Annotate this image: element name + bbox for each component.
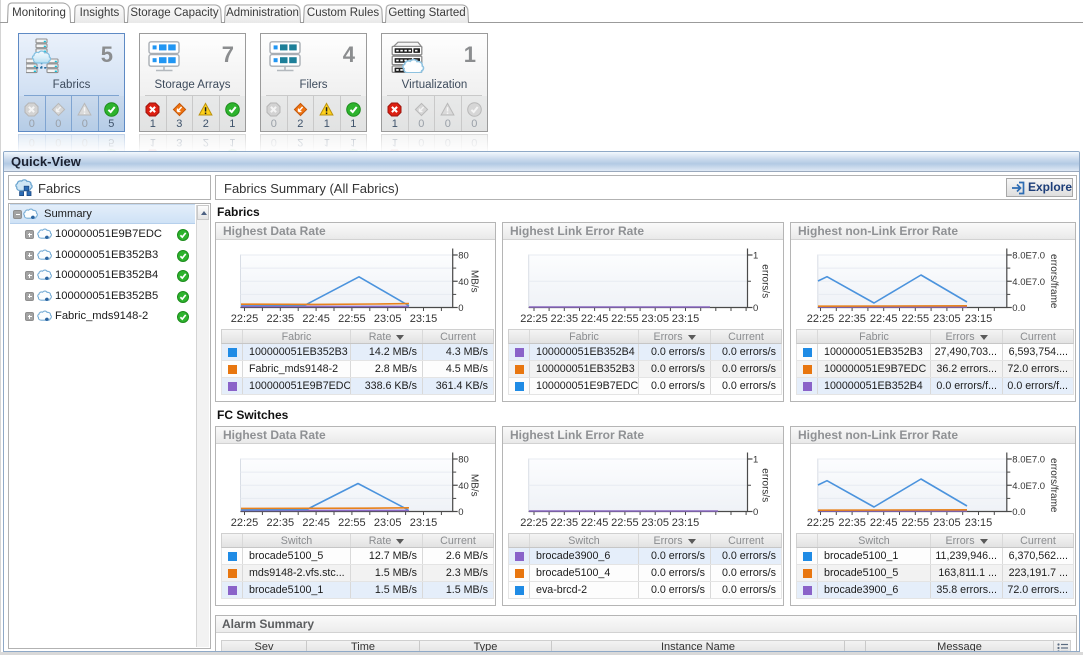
svg-text:23:05: 23:05 <box>374 313 402 325</box>
svg-text:1: 1 <box>753 251 758 262</box>
svg-text:23:15: 23:15 <box>965 313 993 325</box>
svg-text:23:05: 23:05 <box>374 517 402 529</box>
svg-text:22:35: 22:35 <box>267 517 295 529</box>
svg-text:0: 0 <box>458 303 463 314</box>
svg-text:0.0: 0.0 <box>1012 303 1025 314</box>
svg-text:22:25: 22:25 <box>520 313 548 325</box>
svg-text:MB/s: MB/s <box>469 270 480 293</box>
svg-text:22:45: 22:45 <box>302 313 330 325</box>
svg-text:22:55: 22:55 <box>611 313 639 325</box>
svg-text:22:55: 22:55 <box>902 313 930 325</box>
svg-text:8.0E7.0: 8.0E7.0 <box>1012 251 1045 262</box>
svg-text:80: 80 <box>458 455 469 466</box>
svg-text:22:55: 22:55 <box>338 313 366 325</box>
svg-text:23:15: 23:15 <box>965 517 993 529</box>
svg-text:0: 0 <box>458 507 463 518</box>
svg-text:8.0E7.0: 8.0E7.0 <box>1012 455 1045 466</box>
svg-text:0: 0 <box>753 507 758 518</box>
svg-text:23:05: 23:05 <box>641 517 669 529</box>
svg-text:22:45: 22:45 <box>581 313 609 325</box>
svg-text:0: 0 <box>753 303 758 314</box>
svg-text:23:15: 23:15 <box>672 517 700 529</box>
svg-text:errors/frame: errors/frame <box>1048 254 1059 309</box>
svg-text:40: 40 <box>458 277 469 288</box>
svg-text:errors/s: errors/s <box>760 468 771 502</box>
svg-text:23:15: 23:15 <box>672 313 700 325</box>
svg-text:23:05: 23:05 <box>641 313 669 325</box>
svg-text:22:45: 22:45 <box>870 313 898 325</box>
svg-text:22:35: 22:35 <box>838 313 866 325</box>
svg-text:40: 40 <box>458 481 469 492</box>
svg-text:23:05: 23:05 <box>933 313 961 325</box>
svg-text:22:25: 22:25 <box>231 313 259 325</box>
svg-text:80: 80 <box>458 251 469 262</box>
svg-text:errors/frame: errors/frame <box>1048 458 1059 513</box>
svg-text:23:15: 23:15 <box>410 517 438 529</box>
svg-text:22:55: 22:55 <box>611 517 639 529</box>
svg-text:22:25: 22:25 <box>520 517 548 529</box>
svg-text:22:35: 22:35 <box>551 517 579 529</box>
svg-text:22:45: 22:45 <box>870 517 898 529</box>
svg-text:23:15: 23:15 <box>410 313 438 325</box>
svg-text:23:05: 23:05 <box>933 517 961 529</box>
svg-text:4.0E7.0: 4.0E7.0 <box>1012 277 1045 288</box>
svg-text:22:45: 22:45 <box>581 517 609 529</box>
svg-text:4.0E7.0: 4.0E7.0 <box>1012 481 1045 492</box>
svg-text:0.0: 0.0 <box>1012 507 1025 518</box>
svg-text:errors/s: errors/s <box>760 264 771 298</box>
svg-text:MB/s: MB/s <box>469 474 480 497</box>
svg-text:22:25: 22:25 <box>807 517 835 529</box>
svg-text:22:55: 22:55 <box>902 517 930 529</box>
svg-text:22:35: 22:35 <box>838 517 866 529</box>
svg-text:22:55: 22:55 <box>338 517 366 529</box>
svg-text:22:35: 22:35 <box>551 313 579 325</box>
svg-text:22:25: 22:25 <box>807 313 835 325</box>
svg-text:1: 1 <box>753 455 758 466</box>
svg-text:22:25: 22:25 <box>231 517 259 529</box>
svg-text:22:35: 22:35 <box>267 313 295 325</box>
svg-text:22:45: 22:45 <box>302 517 330 529</box>
